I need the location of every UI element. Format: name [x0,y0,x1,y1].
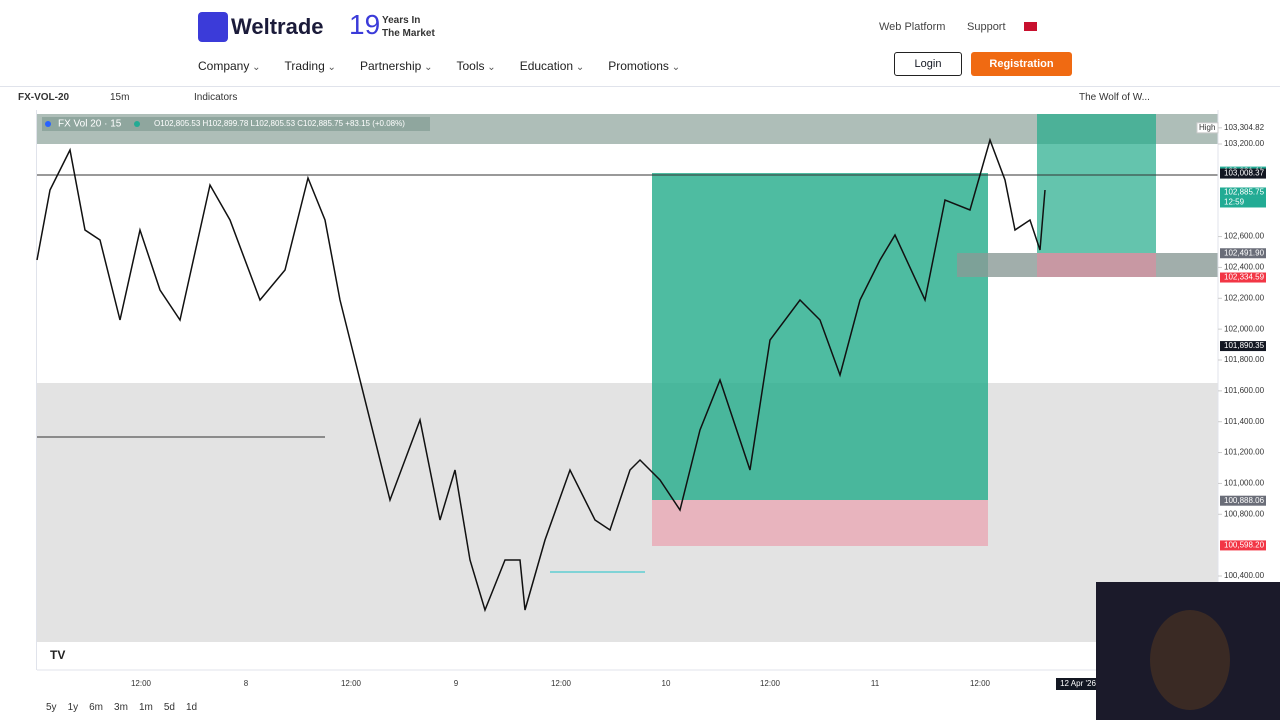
menu-item[interactable]: Promotions [608,59,680,73]
price-label: 101,800.00 [1224,355,1265,364]
range-button[interactable]: 1m [138,702,153,713]
webcam-person [1150,610,1230,710]
time-label: 12:00 [551,679,572,688]
range-button[interactable]: 5y [46,702,57,713]
years-text: The Market [382,28,435,39]
indicators[interactable]: Indicators [194,92,238,103]
price-label-bg [1220,540,1266,551]
price-label: 100,400.00 [1224,571,1265,580]
tv-logo: TV [50,648,65,662]
range-button[interactable]: 6m [89,702,104,713]
price-label-bg [1220,272,1266,283]
time-label: 12 Apr '26 [1060,679,1096,688]
layout-name[interactable]: The Wolf of W... [1079,92,1150,103]
time-label: 12:00 [341,679,362,688]
price-label: 101,890.35 [1224,341,1265,350]
long-position-stop [652,500,988,546]
range-buttons: 5y 1y 6m 3m 1m 5d 1d [46,702,208,713]
range-button[interactable]: 1d [185,702,198,713]
nav-link[interactable]: Support [967,21,1006,33]
interval[interactable]: 15m [110,92,130,103]
price-label-bg [1220,248,1266,259]
price-label: 102,885.75 [1224,188,1265,197]
time-label: 10 [662,679,671,688]
legend-dot [45,121,51,127]
menu-item[interactable]: Education [520,59,585,73]
registration-button[interactable]: Registration [971,52,1072,76]
countdown: 12:59 [1224,198,1245,207]
brand[interactable]: Weltrade [231,14,324,39]
logo-icon [198,12,228,42]
time-label: 12:00 [760,679,781,688]
time-label: 8 [244,679,249,688]
price-label: 102,600.00 [1224,232,1265,241]
flag[interactable] [1024,22,1037,31]
time-label: 11 [871,679,880,688]
price-label: 101,400.00 [1224,417,1265,426]
price-label: 102,334.59 [1224,273,1265,282]
symbol-search[interactable]: FX-VOL-20 [18,92,70,103]
time-scale: 12:00 8 12:00 9 12:00 10 12:00 11 12:00 12 Apr '2… [131,678,1100,690]
price-label: 102,200.00 [1224,293,1265,302]
high-tag-bg [1196,122,1219,134]
legend-bg [42,117,430,131]
nav-link[interactable]: Web Platform [879,21,946,33]
years-text: Years In [382,15,421,26]
years: 19 [349,9,381,40]
price-label-bg [1220,187,1266,198]
menu-item[interactable]: Company [198,59,261,73]
time-cursor-bg [1056,678,1100,690]
legend-symbol: FX Vol 20 · 15 [58,119,122,130]
price-label: 100,598.20 [1224,541,1265,550]
price-label: 102,400.00 [1224,263,1265,272]
price-label: 102,000.00 [1224,324,1265,333]
price-label: 103,008.37 [1224,169,1265,178]
session-band [37,383,1218,642]
menu-item[interactable]: Trading [285,59,336,73]
login-button[interactable]: Login [894,52,962,76]
time-label: 12:00 [131,679,152,688]
legend-ohlc: O102,805.53 H102,899.78 L102,805.53 C102… [154,119,405,128]
price-path [36,137,1046,613]
high-tag: High [1199,123,1215,132]
price-label: 100,800.00 [1224,509,1265,518]
price-scale: 103,304.82High103,200.00103,021.11103,00… [1196,122,1266,580]
price-label: 101,200.00 [1224,448,1265,457]
status-dot [134,121,140,127]
countdown-bg [1220,197,1266,208]
menu: Company Trading Partnership Tools Education P… [198,57,704,75]
drawing-toolbar [0,110,37,670]
range-button[interactable]: 3m [114,702,128,713]
price-label-bg [1220,495,1266,506]
range-button[interactable]: 1y [67,702,79,713]
price-label: 102,491.90 [1224,248,1265,257]
price-label: 103,304.82 [1224,123,1265,132]
price-label-bg [1220,341,1266,352]
time-label: 9 [454,679,459,688]
range-button[interactable]: 5d [163,702,175,713]
position-target [1037,114,1156,253]
divider [0,86,1280,87]
price-label: 101,600.00 [1224,386,1265,395]
price-label: 101,000.00 [1224,479,1265,488]
price-label: 103,200.00 [1224,139,1265,148]
menu-item[interactable]: Partnership [360,59,433,73]
price-label-bg [1220,168,1266,179]
time-label: 12:00 [970,679,991,688]
price-label: 100,888.06 [1224,496,1265,505]
long-position-target [652,173,988,500]
menu-item[interactable]: Tools [457,59,496,73]
position-stop [1037,253,1156,277]
